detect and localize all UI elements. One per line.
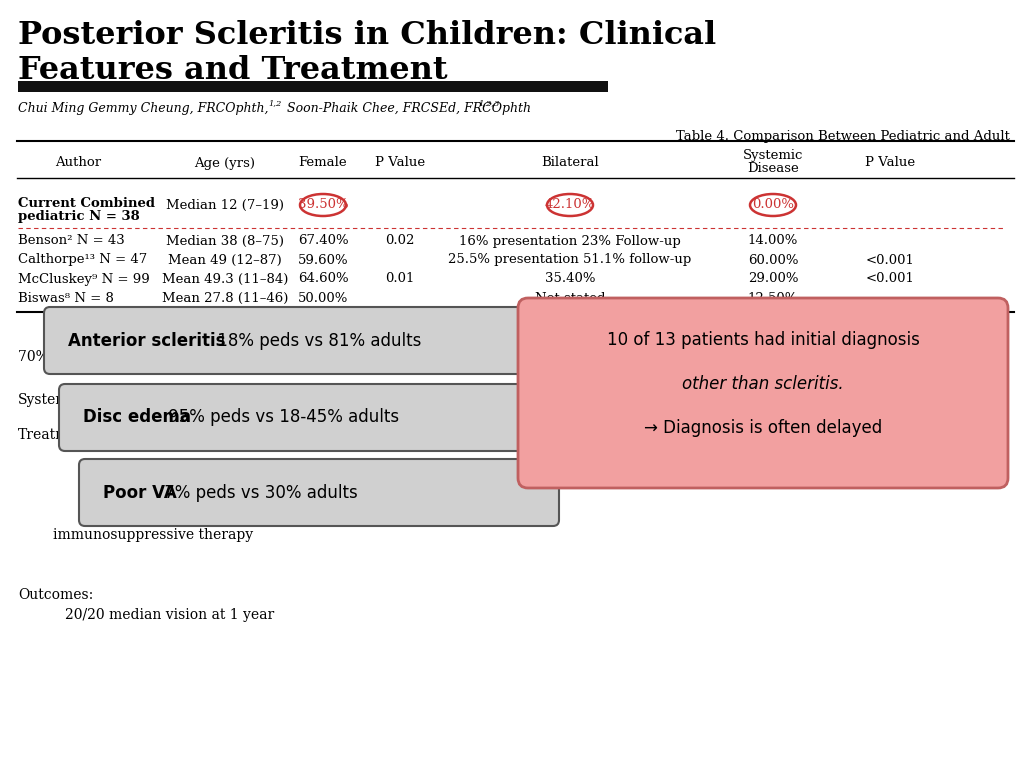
- Text: Female: Female: [299, 157, 347, 170]
- Text: Table 4. Comparison Between Pediatric and Adult: Table 4. Comparison Between Pediatric an…: [676, 130, 1010, 143]
- Text: 0.02: 0.02: [385, 234, 415, 247]
- Text: other than scleritis.: other than scleritis.: [682, 375, 844, 393]
- Text: 59.60%: 59.60%: [298, 253, 348, 266]
- Text: 20/20 median vision at 1 year: 20/20 median vision at 1 year: [65, 608, 274, 622]
- Text: immunosuppressive therapy: immunosuppressive therapy: [18, 528, 253, 542]
- Text: 18% peds vs 81% adults: 18% peds vs 81% adults: [212, 332, 421, 349]
- Text: Median 12 (7–19): Median 12 (7–19): [166, 198, 284, 211]
- Text: Disc edema: Disc edema: [83, 409, 191, 426]
- FancyBboxPatch shape: [518, 298, 1008, 488]
- Text: pediatric N = 38: pediatric N = 38: [18, 210, 139, 223]
- Text: Posterior Scleritis in Children: Clinical: Posterior Scleritis in Children: Clinica…: [18, 20, 716, 51]
- Text: Systemic: Systemic: [18, 393, 82, 407]
- Text: 1,2,3: 1,2,3: [478, 99, 500, 107]
- Text: 35.40%: 35.40%: [545, 273, 595, 286]
- Text: Treatment:: Treatment:: [18, 428, 96, 442]
- Text: Bilateral: Bilateral: [541, 157, 599, 170]
- FancyBboxPatch shape: [79, 459, 559, 526]
- Bar: [18, 81, 608, 92]
- Text: P Value: P Value: [865, 157, 915, 170]
- Text: Outcomes:: Outcomes:: [18, 588, 93, 602]
- Text: Mean 49 (12–87): Mean 49 (12–87): [168, 253, 282, 266]
- Text: Anterior scleritis: Anterior scleritis: [68, 332, 225, 349]
- FancyBboxPatch shape: [44, 307, 524, 374]
- Text: Current Combined: Current Combined: [18, 197, 155, 210]
- Text: 25.5% presentation 51.1% follow-up: 25.5% presentation 51.1% follow-up: [449, 253, 691, 266]
- Text: → Diagnosis is often delayed: → Diagnosis is often delayed: [644, 419, 882, 437]
- Text: 16% presentation 23% Follow-up: 16% presentation 23% Follow-up: [459, 234, 681, 247]
- Text: P Value: P Value: [375, 157, 425, 170]
- Text: Calthorpe¹³ N = 47: Calthorpe¹³ N = 47: [18, 253, 147, 266]
- Text: 64.60%: 64.60%: [298, 273, 348, 286]
- Text: McCluskey⁹ N = 99: McCluskey⁹ N = 99: [18, 273, 150, 286]
- Text: 39.50%: 39.50%: [298, 198, 348, 211]
- Text: 95% peds vs 18-45% adults: 95% peds vs 18-45% adults: [163, 409, 399, 426]
- Text: Age (yrs): Age (yrs): [195, 157, 256, 170]
- Text: <0.001: <0.001: [865, 273, 914, 286]
- Text: 70% concurrent anterior uveitis: 70% concurrent anterior uveitis: [18, 350, 245, 364]
- Text: Benson² N = 43: Benson² N = 43: [18, 234, 125, 247]
- Text: 100% positive T-sign on B scan: 100% positive T-sign on B scan: [105, 323, 324, 337]
- Text: 42.10%: 42.10%: [545, 198, 595, 211]
- Text: 50.00%: 50.00%: [298, 292, 348, 304]
- Text: 67.40%: 67.40%: [298, 234, 348, 247]
- Text: Not stated: Not stated: [535, 292, 605, 304]
- Text: Systemic: Systemic: [742, 150, 803, 163]
- Text: 7% peds vs 30% adults: 7% peds vs 30% adults: [159, 484, 357, 502]
- Text: Biswas⁸ N = 8: Biswas⁸ N = 8: [18, 292, 114, 304]
- Text: Features and Treatment: Features and Treatment: [18, 55, 447, 86]
- Text: 0.01: 0.01: [385, 273, 415, 286]
- Text: Median 38 (8–75): Median 38 (8–75): [166, 234, 284, 247]
- Text: 0.00%: 0.00%: [752, 198, 794, 211]
- Text: <0.001: <0.001: [865, 253, 914, 266]
- Text: Disease: Disease: [748, 163, 799, 176]
- FancyBboxPatch shape: [59, 384, 539, 451]
- Text: Soon-Phaik Chee, FRCSEd, FRCOphth: Soon-Phaik Chee, FRCSEd, FRCOphth: [283, 102, 531, 115]
- Text: 12.50%: 12.50%: [748, 292, 798, 304]
- Text: 60.00%: 60.00%: [748, 253, 799, 266]
- Text: Author: Author: [55, 157, 101, 170]
- Text: Chui Ming Gemmy Cheung, FRCOphth,: Chui Ming Gemmy Cheung, FRCOphth,: [18, 102, 268, 115]
- Text: 10 of 13 patients had initial diagnosis: 10 of 13 patients had initial diagnosis: [606, 331, 920, 349]
- Text: 1,2: 1,2: [268, 99, 282, 107]
- Text: Mean 27.8 (11–46): Mean 27.8 (11–46): [162, 292, 288, 304]
- Text: 14.00%: 14.00%: [748, 234, 798, 247]
- Text: Mean 49.3 (11–84): Mean 49.3 (11–84): [162, 273, 288, 286]
- Text: 29.00%: 29.00%: [748, 273, 799, 286]
- Text: Poor VA: Poor VA: [103, 484, 177, 502]
